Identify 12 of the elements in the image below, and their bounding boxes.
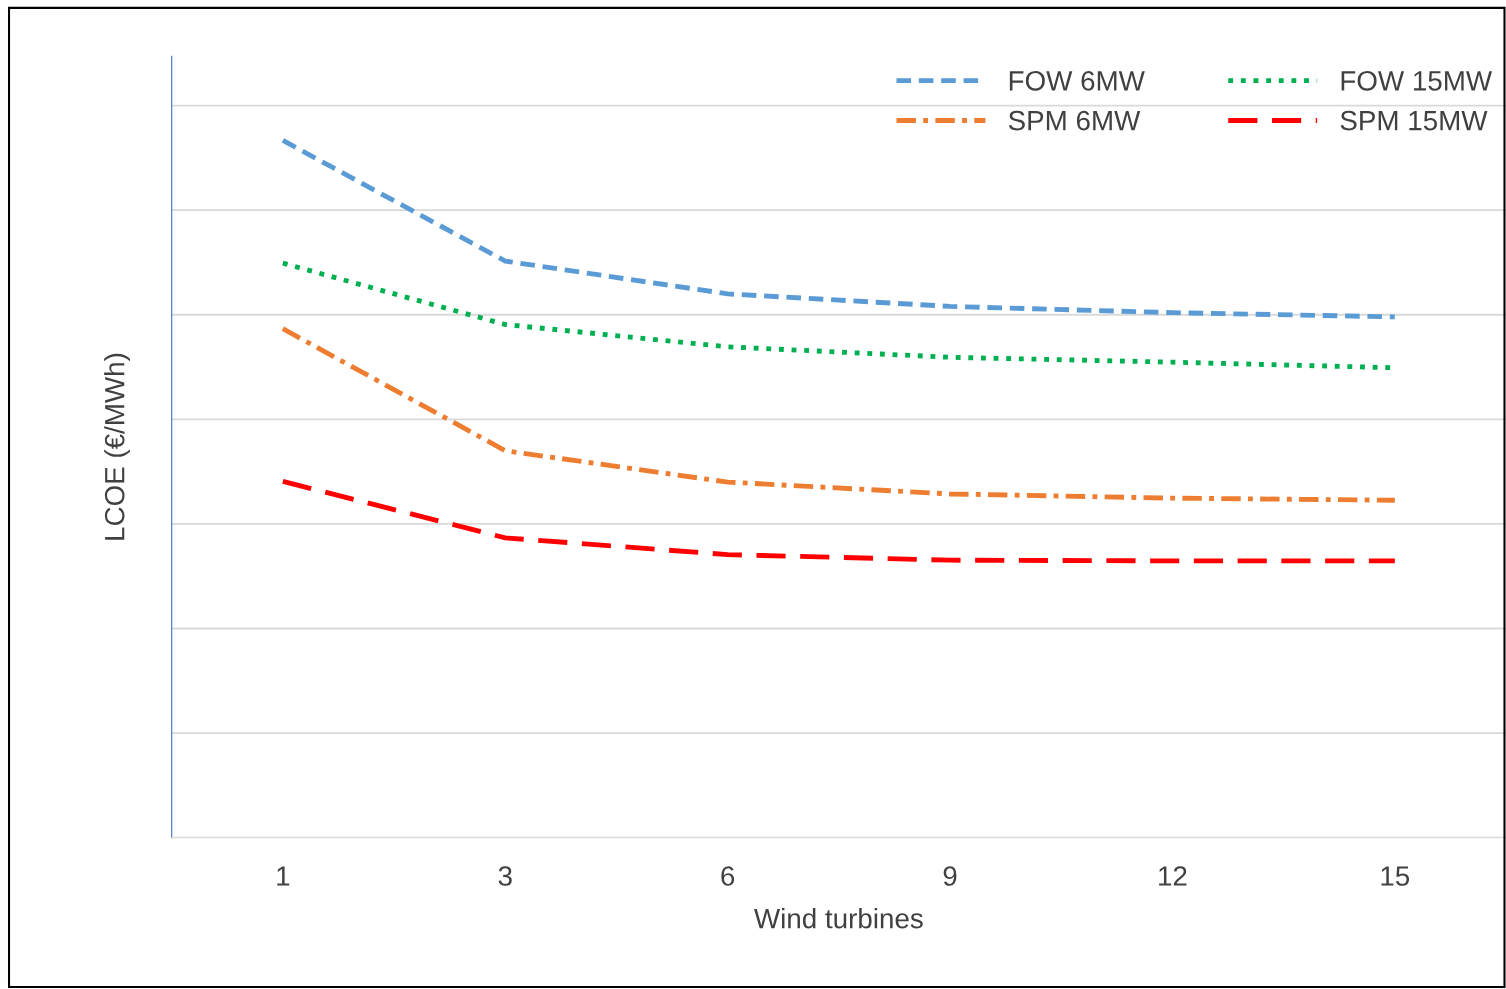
x-tick-label: 12 bbox=[1159, 866, 1187, 886]
legend-label: FOW 15MW bbox=[1341, 71, 1493, 91]
legend-label: SPM 15MW bbox=[1340, 110, 1488, 131]
y-axis-title: LCOE (€/MWh) bbox=[104, 353, 130, 540]
x-tick-label: 15 bbox=[1381, 866, 1410, 886]
x-axis-title: Wind turbines bbox=[754, 908, 923, 929]
x-tick-label: 1 bbox=[277, 866, 290, 886]
legend-label: SPM 6MW bbox=[1008, 110, 1141, 131]
x-tick-label: 9 bbox=[943, 866, 957, 886]
legend-label: FOW 6MW bbox=[1009, 71, 1145, 91]
x-tick-label: 6 bbox=[721, 866, 735, 886]
x-tick-label: 3 bbox=[498, 866, 512, 886]
